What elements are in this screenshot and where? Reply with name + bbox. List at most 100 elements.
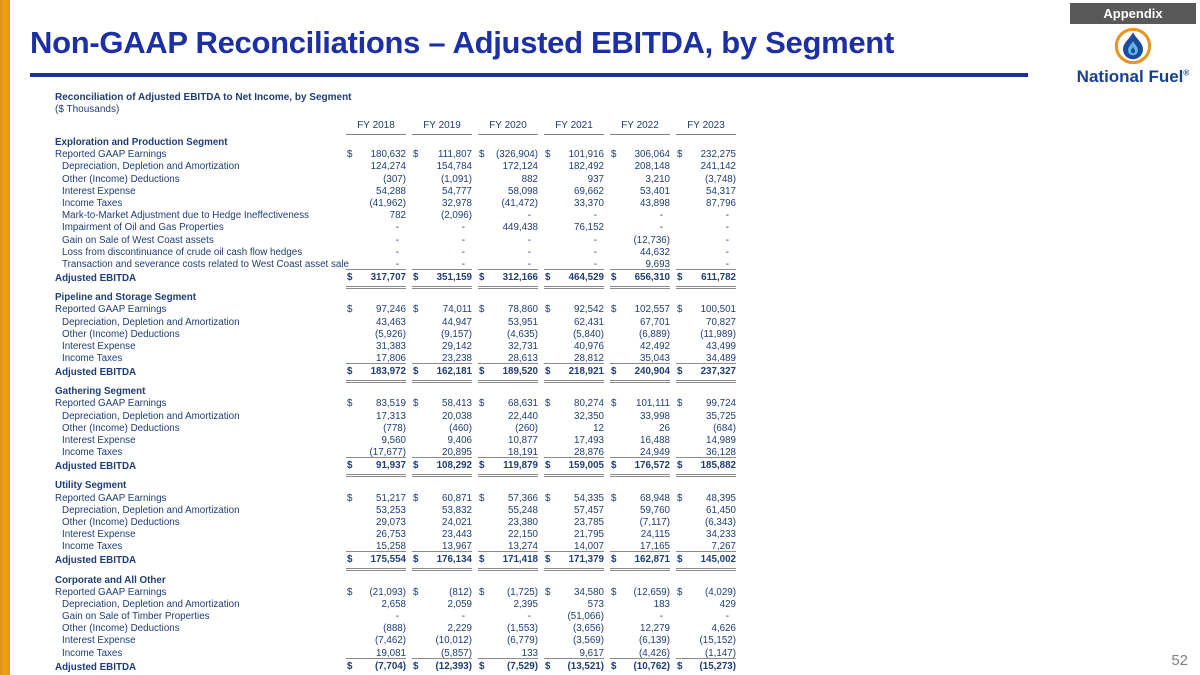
row-label: Depreciation, Depletion and Amortization [62, 161, 240, 173]
value-cell: $145,002 [676, 551, 736, 572]
cell-value: 351,159 [436, 272, 472, 284]
value-cell: $111,807 [412, 149, 472, 161]
cell-value: - [659, 210, 663, 222]
value-cell: 42,492 [610, 341, 670, 353]
cell-value: (9,157) [440, 328, 472, 340]
value-cell: 172,124 [478, 161, 538, 173]
dollar-sign: $ [545, 366, 551, 378]
value-cell: 53,832 [412, 505, 472, 517]
cell-value: 100,501 [700, 304, 736, 316]
dollar-sign: $ [347, 149, 353, 161]
value-cell: - [346, 247, 406, 259]
value-cell: (1,091) [412, 174, 472, 186]
value-cell: 154,784 [412, 161, 472, 173]
dollar-sign: $ [611, 398, 617, 410]
value-cell: 3,210 [610, 174, 670, 186]
cell-value: 429 [719, 598, 736, 610]
value-cell: 241,142 [676, 161, 736, 173]
dollar-sign: $ [611, 366, 617, 378]
value-cell: $ (4,029) [676, 587, 736, 599]
cell-value: 101,916 [568, 149, 604, 161]
cell-value: - [461, 258, 465, 270]
value-cell: 9,617 [544, 648, 604, 660]
row-label: Interest Expense [62, 435, 136, 447]
cell-value: 22,440 [508, 410, 538, 422]
cell-value: 76,152 [574, 222, 604, 234]
table-row: Other (Income) Deductions (5,926) (9,157) (… [55, 328, 736, 341]
row-label: Depreciation, Depletion and Amortization [62, 316, 240, 328]
dollar-sign: $ [677, 398, 683, 410]
cell-value: 108,292 [436, 460, 472, 472]
value-cell: $ (812) [412, 587, 472, 599]
cell-value: (7,529) [506, 660, 538, 672]
cell-value: - [395, 246, 399, 258]
value-cell: - [610, 611, 670, 623]
row-label: Adjusted EBITDA [55, 273, 137, 285]
section-title: Gathering Segment [55, 386, 146, 398]
cell-value: (2,096) [440, 210, 472, 222]
table-row: Income Taxes 15,258 13,967 13,274 14,007 17,1… [55, 541, 736, 553]
value-cell: - [544, 210, 604, 222]
cell-value: 176,134 [436, 554, 472, 566]
value-cell: (3,748) [676, 174, 736, 186]
dollar-sign: $ [479, 460, 485, 472]
value-cell: 22,150 [478, 529, 538, 541]
cell-value: 183,972 [370, 366, 406, 378]
cell-value: 24,949 [640, 447, 670, 459]
cell-value: 3,210 [645, 173, 670, 185]
cell-value: 573 [587, 598, 604, 610]
page-number: 52 [1171, 652, 1188, 669]
cell-value: - [725, 222, 729, 234]
cell-value: 23,443 [442, 529, 472, 541]
cell-value: 312,166 [502, 272, 538, 284]
value-cell: 62,431 [544, 316, 604, 328]
table-column-headers: FY 2018 FY 2019 FY 2020 FY 2021 FY 2022 FY 20… [55, 120, 736, 135]
cell-value: 51,217 [376, 492, 406, 504]
row-label: Adjusted EBITDA [55, 555, 137, 567]
row-label: Reported GAAP Earnings [55, 586, 167, 598]
table-row: Interest Expense 9,560 9,406 10,877 17,493 16… [55, 435, 736, 447]
value-cell: 9,693 [610, 259, 670, 271]
cell-value: 9,693 [645, 258, 670, 270]
dollar-sign: $ [611, 304, 617, 316]
cell-value: 23,380 [508, 516, 538, 528]
value-cell: $99,724 [676, 398, 736, 410]
cell-value: 40,976 [574, 340, 604, 352]
cell-value: 15,258 [376, 541, 406, 553]
cell-value: - [725, 234, 729, 246]
dollar-sign: $ [545, 304, 551, 316]
value-cell: 55,248 [478, 505, 538, 517]
cell-value: - [659, 611, 663, 623]
dollar-sign: $ [677, 272, 683, 284]
value-cell: 54,288 [346, 186, 406, 198]
table-row: Income Taxes (17,677) 20,895 18,191 28,876 24… [55, 447, 736, 459]
cell-value: 180,632 [370, 149, 406, 161]
cell-value: 43,898 [640, 198, 670, 210]
dollar-sign: $ [413, 304, 419, 316]
dollar-sign: $ [677, 554, 683, 566]
section-title-row: Exploration and Production Segment [55, 137, 735, 149]
cell-value: 171,379 [568, 554, 604, 566]
cell-value: 232,275 [700, 149, 736, 161]
cell-value: 240,904 [634, 366, 670, 378]
cell-value: (778) [383, 422, 406, 434]
value-cell: 76,152 [544, 222, 604, 234]
cell-value: (4,426) [638, 647, 670, 659]
value-cell: $101,111 [610, 398, 670, 410]
cell-value: (6,779) [506, 635, 538, 647]
row-label: Interest Expense [62, 635, 136, 647]
value-cell: 29,142 [412, 341, 472, 353]
value-cell: 937 [544, 174, 604, 186]
cell-value: 57,366 [508, 492, 538, 504]
dollar-sign: $ [545, 554, 551, 566]
table-row: Transaction and severance costs related … [55, 259, 735, 271]
cell-value: (4,635) [506, 328, 538, 340]
cell-value: 60,871 [442, 492, 472, 504]
cell-value: 937 [587, 173, 604, 185]
value-cell: $464,529 [544, 269, 604, 290]
value-cell: 43,898 [610, 198, 670, 210]
cell-value: (888) [383, 623, 406, 635]
value-cell: 40,976 [544, 341, 604, 353]
dollar-sign: $ [611, 149, 617, 161]
cell-value: (10,012) [435, 635, 473, 647]
